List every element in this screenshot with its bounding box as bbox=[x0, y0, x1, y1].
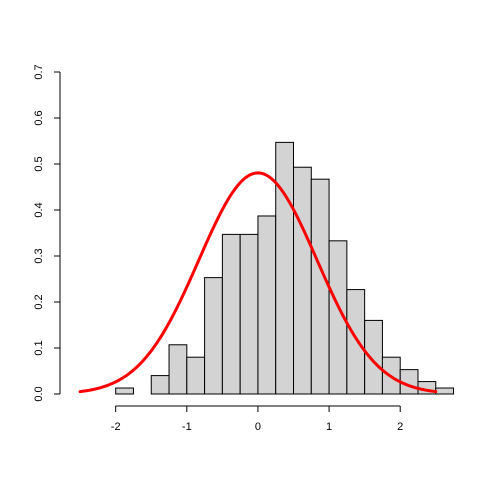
histogram-bar bbox=[150, 375, 170, 395]
x-tick-label: -2 bbox=[111, 421, 121, 433]
y-tick-label: 0.1 bbox=[33, 340, 45, 355]
y-tick-label: 0.0 bbox=[33, 386, 45, 401]
histogram-bar bbox=[275, 141, 295, 395]
x-tick-label: 0 bbox=[255, 421, 261, 433]
histogram-bar bbox=[364, 319, 383, 395]
x-tick-label: -1 bbox=[182, 421, 192, 433]
y-tick-label: 0.3 bbox=[33, 248, 45, 263]
histogram-bar bbox=[186, 356, 206, 395]
x-tick-label: 1 bbox=[326, 421, 332, 433]
histogram-bar bbox=[204, 277, 223, 395]
histogram-bar bbox=[257, 215, 277, 395]
density-curve bbox=[78, 171, 438, 394]
histogram-bars bbox=[115, 141, 455, 395]
histogram-bar bbox=[168, 344, 188, 395]
histogram-bar bbox=[115, 387, 134, 395]
histogram-bar bbox=[293, 166, 312, 395]
y-tick-label: 0.6 bbox=[33, 110, 45, 125]
histogram-bar bbox=[310, 178, 330, 395]
y-axis: 0.0 0.1 0.2 0.3 0.4 0.5 0.6 0.7 bbox=[33, 64, 61, 402]
y-tick-label: 0.4 bbox=[33, 202, 45, 217]
y-tick-label: 0.2 bbox=[33, 294, 45, 309]
histogram-bar bbox=[239, 233, 259, 395]
histogram-bar bbox=[435, 387, 455, 395]
x-tick-label: 2 bbox=[397, 421, 403, 433]
histogram-bar bbox=[346, 289, 366, 395]
x-axis: -2 -1 0 1 2 bbox=[111, 405, 403, 433]
y-tick-label: 0.5 bbox=[33, 156, 45, 171]
histogram-bar bbox=[221, 233, 241, 395]
y-tick-label: 0.7 bbox=[33, 64, 45, 79]
